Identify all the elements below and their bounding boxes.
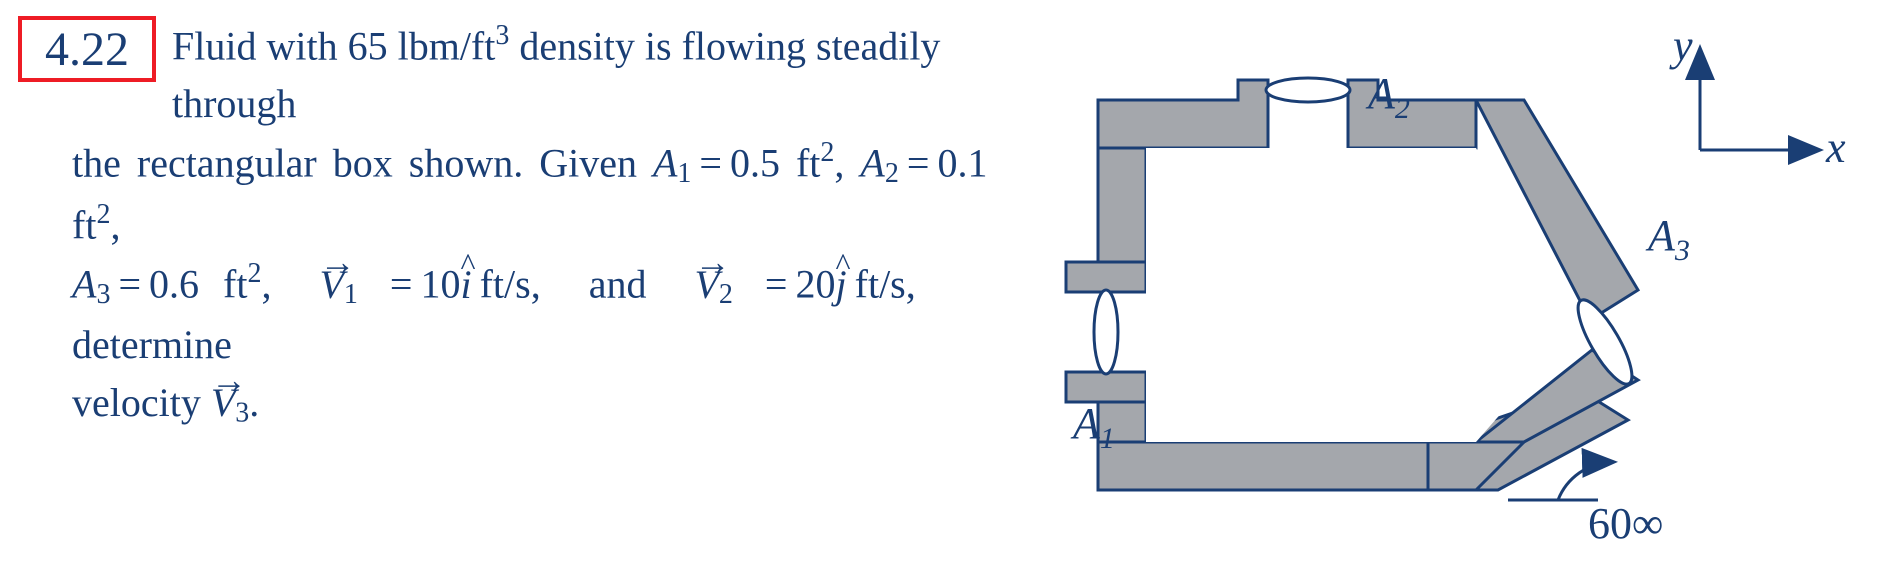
t: 2 — [247, 258, 261, 289]
t: ft/s, — [847, 262, 916, 307]
vec-V3: →V — [211, 374, 235, 432]
t: , — [261, 262, 271, 307]
t: 10 — [420, 262, 460, 307]
t: determine — [72, 322, 232, 367]
t: 3 — [235, 398, 249, 429]
t: ft — [796, 141, 820, 186]
label-y: y — [1669, 30, 1693, 70]
problem-statement: Fluid with 65 lbm/ft3 density is flowing… — [172, 16, 1032, 434]
diagram: y x A1 A2 A3 60∞ — [1038, 30, 1858, 550]
t: 3 — [495, 20, 509, 51]
t: 2 — [96, 199, 110, 230]
diagram-svg: y x A1 A2 A3 60∞ — [1038, 30, 1858, 550]
t: 2 — [885, 158, 899, 189]
t: 3 — [96, 279, 110, 310]
problem-number-text: 4.22 — [45, 22, 129, 77]
label-angle: 60∞ — [1588, 499, 1663, 548]
label-a3: A3 — [1645, 211, 1690, 267]
t: = — [382, 262, 421, 307]
t: 0.1 — [937, 141, 987, 186]
t: velocity — [72, 380, 211, 425]
t: , — [110, 202, 120, 247]
t: 0.5 — [730, 141, 780, 186]
t — [780, 141, 796, 186]
box-clean — [1146, 148, 1574, 442]
problem-number-box: 4.22 — [18, 16, 156, 82]
t: 2 — [820, 137, 834, 168]
vec-V1: →V — [319, 256, 343, 314]
t: 0.6 — [149, 262, 199, 307]
axes — [1700, 50, 1818, 150]
t: = — [757, 262, 796, 307]
vec-V2: →V — [694, 256, 718, 314]
label-x: x — [1825, 123, 1846, 172]
label-a2: A2 — [1365, 69, 1410, 125]
t: = — [691, 141, 730, 186]
t: 2 — [719, 279, 733, 310]
var-A2: A — [860, 141, 884, 186]
i-hat: ^i — [460, 256, 471, 314]
t: 1 — [677, 158, 691, 189]
flange-a1-top — [1066, 262, 1146, 292]
line-2: the rectangular box shown. Given A1 = 0.… — [72, 133, 1032, 254]
t: ft — [223, 262, 247, 307]
var-A1: A — [653, 141, 677, 186]
t: Fluid with 65 lbm/ft — [172, 23, 495, 68]
t: ft — [72, 202, 96, 247]
opening-a2-ellipse — [1266, 78, 1350, 102]
t: 1 — [344, 279, 358, 310]
wall-top-left2 — [1098, 80, 1268, 148]
var-A3: A — [72, 262, 96, 307]
t: , — [834, 141, 844, 186]
t: 20 — [796, 262, 836, 307]
flange-a1-bot — [1066, 372, 1146, 402]
line-4: velocity →V3. — [72, 374, 1032, 434]
line-1: Fluid with 65 lbm/ft3 density is flowing… — [172, 16, 1032, 133]
t: the rectangular box shown. Given — [72, 141, 653, 186]
t: and — [589, 262, 647, 307]
t — [199, 262, 223, 307]
t: ft/s, — [472, 262, 541, 307]
t: . — [249, 380, 259, 425]
t: = — [110, 262, 149, 307]
wall-left-upper3 — [1098, 148, 1146, 262]
wall-bottom — [1098, 442, 1428, 490]
t: = — [899, 141, 938, 186]
opening-a1-ellipse — [1094, 290, 1118, 374]
j-hat: ^j — [836, 256, 847, 314]
